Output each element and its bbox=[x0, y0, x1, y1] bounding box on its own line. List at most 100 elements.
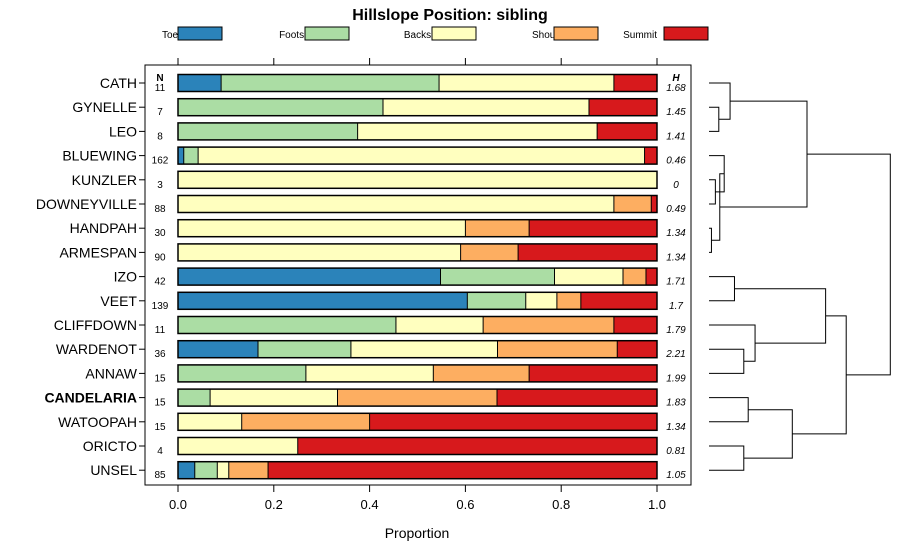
n-value-izo: 42 bbox=[154, 277, 166, 288]
bar-watoopah-backslope bbox=[178, 413, 242, 431]
n-value-armespan: 90 bbox=[154, 252, 166, 263]
h-value-annaw: 1.99 bbox=[666, 373, 686, 384]
bar-veet-footslope bbox=[467, 292, 526, 310]
legend-label-backslope: Backslope bbox=[404, 30, 451, 41]
n-value-kunzler: 3 bbox=[157, 180, 163, 191]
legend-swatch-summit bbox=[663, 26, 709, 41]
x-axis-title: Proportion bbox=[385, 525, 450, 541]
bar-izo-shoulder bbox=[622, 268, 646, 286]
bar-outline-cath bbox=[177, 73, 658, 93]
category-label-candelaria: CANDELARIA bbox=[44, 390, 137, 406]
n-value-leo: 8 bbox=[157, 131, 163, 142]
dendrogram-branch-13 bbox=[709, 445, 745, 471]
bar-wardenot-footslope bbox=[257, 340, 351, 358]
bar-downeyville-summit bbox=[651, 195, 657, 213]
bar-veet-shoulder bbox=[556, 292, 581, 310]
bar-cliffdown-footslope bbox=[178, 316, 396, 334]
bar-wardenot-backslope bbox=[350, 340, 498, 358]
bar-bluewing-footslope bbox=[183, 147, 199, 165]
h-value-gynelle: 1.45 bbox=[666, 107, 686, 118]
bar-veet-backslope bbox=[525, 292, 557, 310]
bar-armespan-backslope bbox=[178, 243, 461, 261]
bar-outline-cliffdown bbox=[177, 315, 658, 335]
bar-outline-handpah bbox=[177, 218, 658, 238]
category-label-veet: VEET bbox=[100, 293, 137, 309]
n-value-wardenot: 36 bbox=[154, 349, 166, 360]
category-label-downeyville: DOWNEYVILLE bbox=[36, 196, 137, 212]
x-tick-label-3: 0.6 bbox=[456, 497, 474, 512]
bar-gynelle-backslope bbox=[383, 98, 589, 116]
bar-unsel-footslope bbox=[194, 461, 218, 479]
bar-cliffdown-summit bbox=[613, 316, 657, 334]
h-value-leo: 1.41 bbox=[666, 131, 685, 142]
dendrogram-branch-8 bbox=[709, 276, 735, 302]
x-tick-label-0: 0.0 bbox=[169, 497, 187, 512]
bar-izo-footslope bbox=[440, 268, 555, 286]
category-labels: CATH 11 1.68 GYNELLE 7 1.45 LEO 8 1.41 BLUEWING 16… bbox=[36, 75, 686, 481]
bar-leo-footslope bbox=[178, 122, 358, 140]
category-label-bluewing: BLUEWING bbox=[62, 148, 137, 164]
bar-bluewing-summit bbox=[644, 147, 657, 165]
bar-outline-annaw bbox=[177, 364, 658, 383]
n-value-oricto: 4 bbox=[157, 446, 163, 457]
bar-annaw-footslope bbox=[178, 364, 306, 382]
bar-wardenot-shoulder bbox=[497, 340, 618, 358]
h-value-wardenot: 2.21 bbox=[665, 349, 685, 360]
bar-outline-oricto bbox=[177, 436, 658, 456]
bar-outline-unsel bbox=[177, 460, 658, 480]
category-label-gynelle: GYNELLE bbox=[72, 99, 137, 115]
bar-handpah-backslope bbox=[178, 219, 466, 237]
bar-unsel-summit bbox=[268, 461, 657, 479]
h-value-cliffdown: 1.79 bbox=[666, 325, 686, 336]
bar-veet-toeslope bbox=[178, 292, 468, 310]
bar-unsel-backslope bbox=[217, 461, 229, 479]
bar-outline-veet bbox=[177, 291, 658, 311]
bar-wardenot-summit bbox=[617, 340, 657, 358]
dendrogram-branch-3 bbox=[709, 179, 716, 205]
category-label-wardenot: WARDENOT bbox=[56, 341, 138, 357]
dendrogram-branch-5 bbox=[709, 227, 712, 253]
bar-outline-bluewing bbox=[177, 146, 658, 165]
bar-unsel-shoulder bbox=[228, 461, 269, 479]
bar-oricto-summit bbox=[297, 437, 657, 455]
h-value-bluewing: 0.46 bbox=[666, 156, 686, 167]
h-value-candelaria: 1.83 bbox=[666, 398, 686, 409]
x-tick-label-4: 0.8 bbox=[552, 497, 570, 512]
category-label-izo: IZO bbox=[114, 269, 137, 285]
legend-label-footslope: Footslope bbox=[279, 30, 323, 41]
n-value-gynelle: 7 bbox=[157, 107, 163, 118]
h-value-cath: 1.68 bbox=[666, 83, 686, 94]
h-value-handpah: 1.34 bbox=[666, 228, 686, 239]
legend-swatch-backslope bbox=[431, 26, 477, 41]
bar-outline-watoopah bbox=[177, 412, 658, 432]
bar-bluewing-backslope bbox=[198, 147, 645, 165]
bar-outline-leo bbox=[177, 122, 658, 141]
bar-oricto-backslope bbox=[178, 437, 298, 455]
bar-wardenot-toeslope bbox=[178, 340, 258, 358]
category-label-oricto: ORICTO bbox=[83, 438, 137, 454]
category-label-unsel: UNSEL bbox=[90, 462, 137, 478]
dendrogram-branch-12 bbox=[709, 397, 749, 423]
n-value-watoopah: 15 bbox=[154, 422, 166, 433]
x-tick-label-5: 1.0 bbox=[648, 497, 666, 512]
bar-unsel-toeslope bbox=[178, 461, 195, 479]
bar-outline-kunzler bbox=[177, 170, 658, 190]
legend-label-shoulder: Shoulder bbox=[532, 30, 573, 41]
bar-outline-candelaria bbox=[177, 388, 658, 407]
bar-kunzler-backslope bbox=[178, 171, 657, 189]
bars-group bbox=[177, 73, 658, 480]
legend-swatch-footslope bbox=[304, 26, 350, 41]
bar-bluewing-toeslope bbox=[178, 147, 184, 165]
h-value-armespan: 1.34 bbox=[666, 252, 686, 263]
n-value-downeyville: 88 bbox=[154, 204, 166, 215]
n-value-veet: 139 bbox=[152, 301, 169, 312]
dendrogram-branch-11 bbox=[734, 288, 827, 344]
bar-annaw-shoulder bbox=[433, 364, 530, 382]
n-value-cath: 11 bbox=[155, 83, 166, 94]
bar-candelaria-footslope bbox=[178, 389, 211, 407]
dendrogram-branch-7 bbox=[719, 100, 808, 208]
bar-izo-summit bbox=[645, 268, 657, 286]
category-label-cliffdown: CLIFFDOWN bbox=[54, 317, 137, 333]
